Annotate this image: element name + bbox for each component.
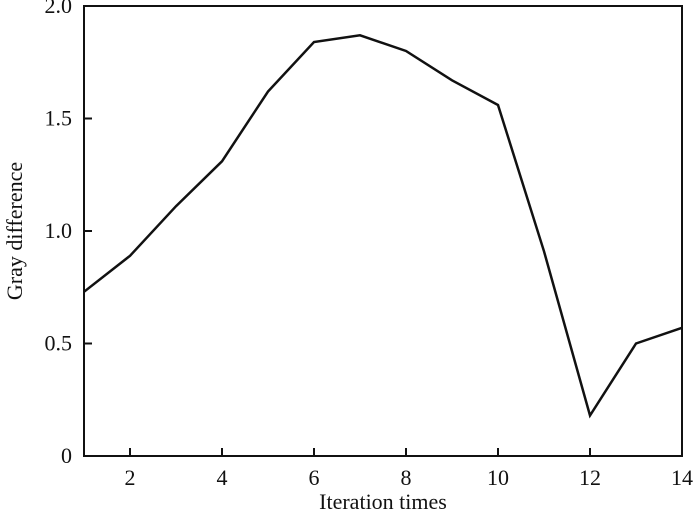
x-tick-label: 6 [309, 465, 320, 490]
x-axis-ticks: 2 4 6 8 10 12 14 [125, 448, 693, 490]
y-axis-ticks: 0 0.5 1.0 1.5 2.0 [45, 0, 92, 468]
y-tick-label: 0.5 [45, 331, 73, 356]
y-tick-label: 1.0 [45, 218, 73, 243]
series-layer [83, 34, 683, 419]
y-axis-label: Gray difference [2, 162, 27, 300]
x-tick-label: 12 [579, 465, 601, 490]
x-tick-label: 10 [487, 465, 509, 490]
x-tick-label: 4 [217, 465, 228, 490]
x-tick-label: 8 [401, 465, 412, 490]
x-tick-label: 2 [125, 465, 136, 490]
series-line-0 [83, 34, 683, 419]
y-tick-label: 1.5 [45, 106, 73, 131]
y-tick-label: 2.0 [45, 0, 73, 18]
plot-frame [83, 5, 683, 457]
x-axis-label: Iteration times [319, 489, 447, 514]
y-tick-label: 0 [61, 443, 72, 468]
x-tick-label: 14 [671, 465, 693, 490]
